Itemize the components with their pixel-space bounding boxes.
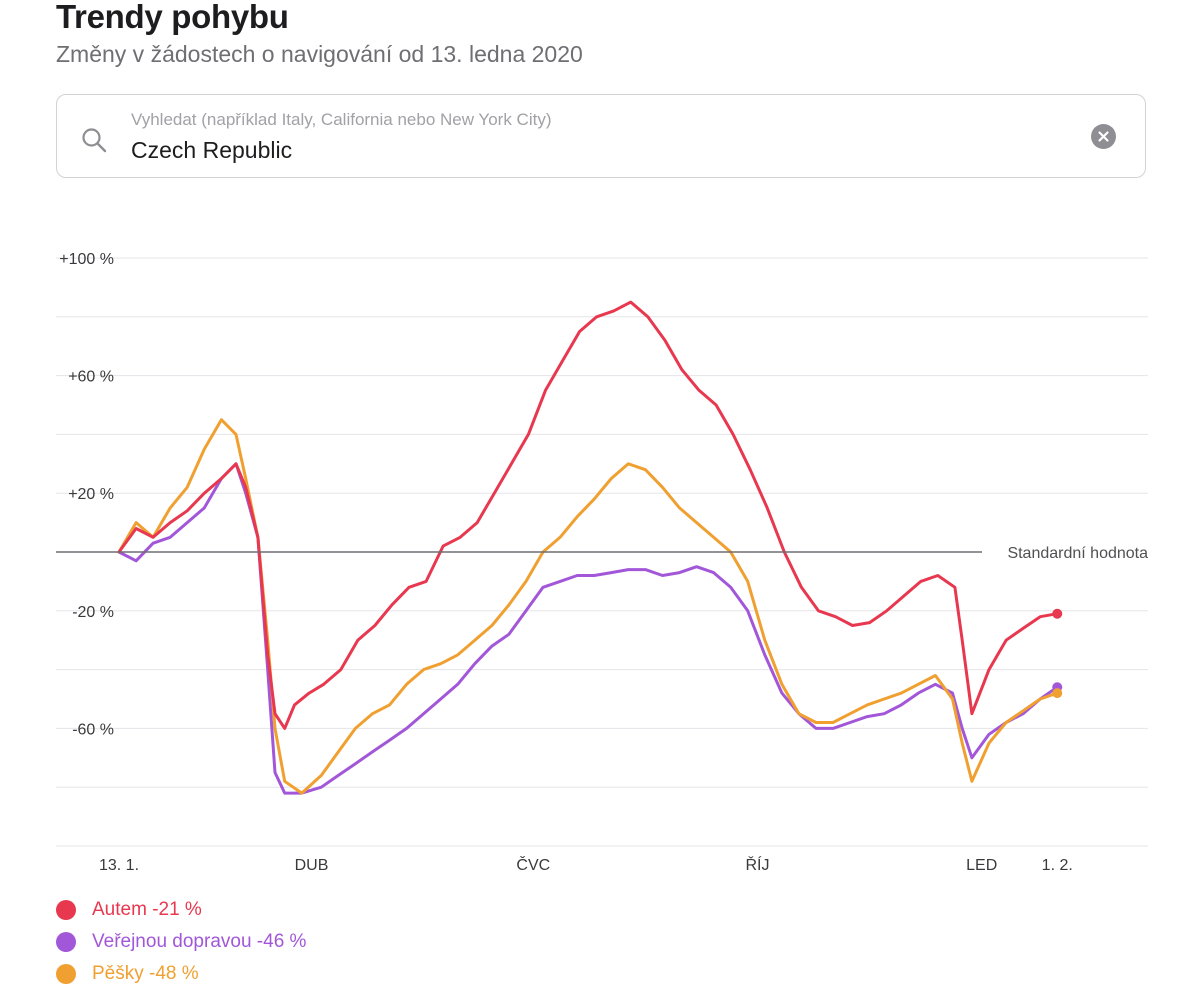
page-title: Trendy pohybu	[56, 0, 289, 35]
series-line-autem	[117, 300, 1059, 730]
legend-dot-pesky	[56, 964, 76, 984]
series-line-pesky	[117, 418, 1059, 795]
y-tick-label: -20 %	[72, 604, 114, 621]
clear-icon	[1098, 131, 1109, 142]
chart-legend: Autem -21 % Veřejnou dopravou -46 % Pěšk…	[56, 894, 306, 990]
y-tick-label: +60 %	[68, 369, 114, 386]
x-tick-label: DUB	[295, 857, 329, 874]
y-tick-label: +20 %	[68, 486, 114, 503]
mobility-trend-chart: +100 % +60 % +20 % -20 % -60 % 13. 1. DUB ČVC ŘÍ…	[56, 251, 1148, 874]
legend-item-pesky: Pěšky -48 %	[56, 958, 306, 990]
series-end-dot-pesky	[1052, 688, 1063, 699]
x-tick-label: 1. 2.	[1042, 857, 1073, 874]
legend-dot-autem	[56, 900, 76, 920]
clear-search-button[interactable]	[1091, 124, 1116, 149]
search-icon	[82, 128, 107, 153]
legend-label-autem: Autem -21 %	[92, 899, 202, 920]
legend-label-pesky: Pěšky -48 %	[92, 963, 199, 984]
y-tick-label: +100 %	[59, 251, 114, 268]
legend-item-verejnou-dopravou: Veřejnou dopravou -46 %	[56, 926, 306, 958]
y-tick-label: -60 %	[72, 721, 114, 738]
series-end-dot-autem	[1052, 608, 1063, 619]
x-tick-label: 13. 1.	[99, 857, 139, 874]
search-placeholder: Vyhledat (například Italy, California ne…	[131, 110, 552, 129]
series-line-verejnou-dopravou	[117, 462, 1059, 795]
baseline-label: Standardní hodnota	[1007, 545, 1148, 562]
legend-label-verejnou-dopravou: Veřejnou dopravou -46 %	[92, 931, 307, 952]
x-tick-label: ŘÍJ	[745, 855, 769, 874]
legend-item-autem: Autem -21 %	[56, 894, 306, 926]
legend-dot-verejnou-dopravou	[56, 932, 76, 952]
search-box[interactable]	[56, 94, 1146, 178]
x-tick-label: ČVC	[516, 855, 550, 874]
x-tick-label: LED	[966, 857, 997, 874]
page-subtitle: Změny v žádostech o navigování od 13. le…	[56, 41, 583, 67]
search-input[interactable]	[131, 137, 1031, 164]
